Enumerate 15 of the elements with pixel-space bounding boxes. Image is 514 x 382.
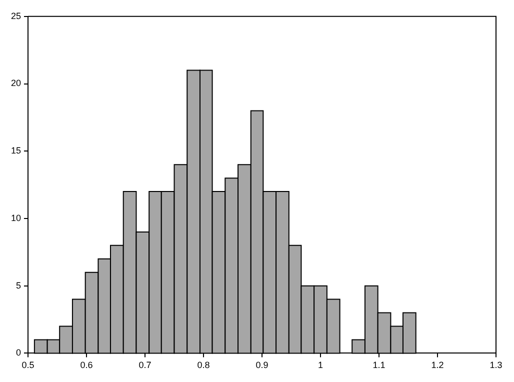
x-tick-label: 0.9 xyxy=(256,360,268,370)
x-tick-label: 0.8 xyxy=(197,360,210,370)
y-tick-label: 20 xyxy=(10,78,22,88)
x-tick-label: 0.7 xyxy=(138,360,152,370)
x-tick-label: 1.1 xyxy=(372,360,386,370)
y-tick-label: 5 xyxy=(16,280,22,290)
y-tick-label: 15 xyxy=(10,146,22,156)
y-tick-label: 25 xyxy=(10,10,22,21)
x-tick-label: 0.5 xyxy=(22,360,34,370)
x-tick-label: 0.6 xyxy=(80,360,93,370)
x-tick-label: 1 xyxy=(318,360,324,370)
y-tick-label: 10 xyxy=(10,212,22,223)
x-tick-label: 1.3 xyxy=(490,360,502,370)
y-tick-label: 0 xyxy=(16,348,22,358)
x-tick-label: 1.2 xyxy=(431,360,444,370)
